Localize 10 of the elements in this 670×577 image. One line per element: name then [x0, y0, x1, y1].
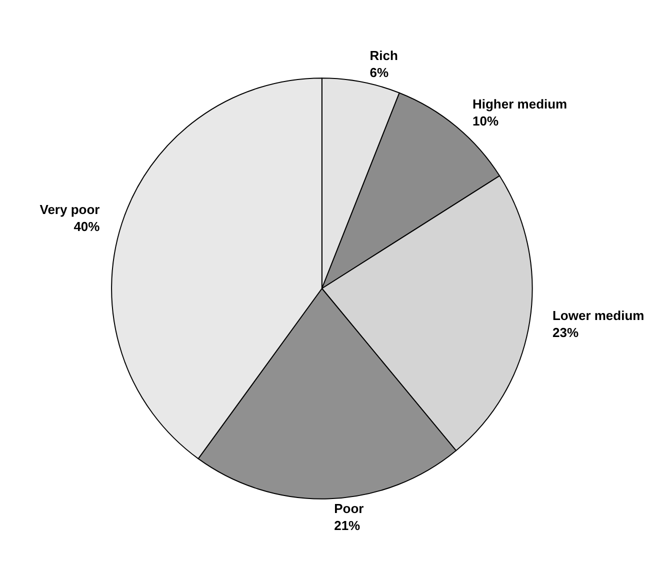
- slice-label: Poor: [334, 500, 364, 516]
- slice-label: Lower medium: [552, 308, 644, 324]
- data-label: 6%: [370, 65, 389, 80]
- data-label: 23%: [552, 325, 579, 340]
- slice-label: Very poor: [40, 202, 100, 217]
- data-label: 21%: [334, 518, 361, 533]
- data-label: 10%: [472, 114, 499, 129]
- slice-label: Higher medium: [472, 96, 568, 112]
- data-label: 40%: [74, 218, 100, 234]
- slice-label: Rich: [370, 48, 398, 64]
